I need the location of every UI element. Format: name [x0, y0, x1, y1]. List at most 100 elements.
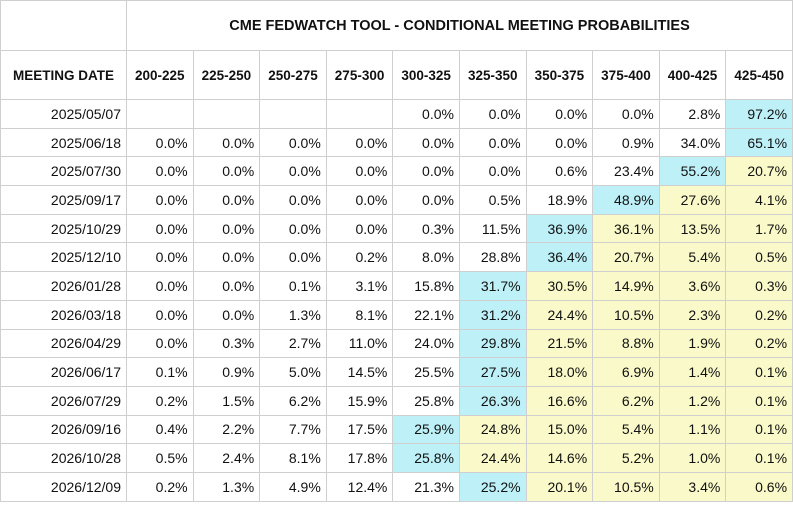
fedwatch-probability-table: CME FEDWATCH TOOL - CONDITIONAL MEETING … [0, 0, 793, 502]
max-probability-cell: 55.2% [658, 156, 727, 187]
probability-cell: 1.3% [259, 299, 327, 330]
probability-cell: 0.5% [126, 443, 194, 473]
probability-cell: 36.1% [592, 213, 660, 244]
probability-cell: 6.2% [592, 385, 660, 416]
probability-cell: 0.0% [126, 185, 194, 215]
probability-cell: 0.0% [525, 127, 594, 158]
probability-cell: 0.0% [192, 242, 261, 273]
probability-cell: 0.0% [126, 299, 194, 330]
probability-cell: 1.5% [192, 385, 261, 416]
table-row: 2026/07/29 0.2% 1.5% 6.2% 15.9% 25.8% 26.3% 16.… [0, 385, 793, 416]
probability-cell: 1.0% [658, 443, 727, 473]
probability-cell: 5.4% [592, 414, 660, 445]
max-probability-cell: 97.2% [725, 99, 793, 129]
probability-cell: 0.0% [458, 127, 527, 158]
probability-cell: 4.1% [725, 185, 793, 215]
max-probability-cell: 29.8% [458, 328, 527, 359]
probability-cell: 25.8% [392, 385, 460, 416]
probability-cell: 12.4% [325, 471, 394, 502]
probability-cell: 1.3% [192, 471, 261, 502]
max-probability-cell: 36.4% [525, 242, 594, 273]
probability-cell: 1.4% [658, 357, 727, 387]
probability-cell: 8.1% [325, 299, 394, 330]
probability-cell: 15.9% [325, 385, 394, 416]
probability-cell: 15.0% [525, 414, 594, 445]
probability-cell: 0.0% [392, 156, 460, 187]
probability-cell: 0.0% [192, 299, 261, 330]
probability-cell: 0.0% [126, 328, 194, 359]
probability-cell: 0.0% [458, 99, 527, 129]
probability-cell: 0.1% [259, 271, 327, 301]
table-row: 2026/04/29 0.0% 0.3% 2.7% 11.0% 24.0% 29.8% 21.… [0, 328, 793, 359]
probability-cell: 0.0% [325, 213, 394, 244]
meeting-date-cell: 2025/06/18 [0, 127, 127, 158]
meeting-date-cell: 2026/09/16 [0, 414, 127, 445]
meeting-date-cell: 2026/03/18 [0, 299, 127, 330]
probability-cell: 8.0% [392, 242, 460, 273]
probability-cell: 27.6% [658, 185, 727, 215]
probability-cell: 0.1% [725, 357, 793, 387]
probability-cell: 25.5% [392, 357, 460, 387]
meeting-date-cell: 2025/05/07 [0, 99, 127, 129]
probability-cell: 14.6% [525, 443, 594, 473]
probability-cell: 21.5% [525, 328, 594, 359]
probability-cell: 0.0% [192, 185, 261, 215]
table-row: 2025/09/17 0.0% 0.0% 0.0% 0.0% 0.0% 0.5% 18.9% 4… [0, 185, 793, 215]
probability-cell: 5.2% [592, 443, 660, 473]
probability-cell: 2.2% [192, 414, 261, 445]
meeting-date-cell: 2025/12/10 [0, 242, 127, 273]
probability-cell [259, 99, 327, 129]
rate-range-header: 425-450 [725, 50, 793, 100]
probability-cell: 2.3% [658, 299, 727, 330]
probability-cell: 0.0% [259, 127, 327, 158]
probability-cell: 0.0% [392, 99, 460, 129]
probability-cell: 2.8% [658, 99, 727, 129]
meeting-date-cell: 2025/10/29 [0, 213, 127, 244]
table-row: 2025/10/29 0.0% 0.0% 0.0% 0.0% 0.3% 11.5% 36.9%… [0, 213, 793, 244]
rate-range-header: 325-350 [458, 50, 527, 100]
probability-cell: 5.4% [658, 242, 727, 273]
probability-cell: 0.0% [325, 127, 394, 158]
probability-cell: 24.4% [458, 443, 527, 473]
table-row: 2025/05/07 0.0% 0.0% 0.0% 0.0% 2.8% 97.2% [0, 99, 793, 129]
probability-cell: 0.0% [126, 242, 194, 273]
table-row: 2026/09/16 0.4% 2.2% 7.7% 17.5% 25.9% 24.8% 15.… [0, 414, 793, 445]
probability-cell: 0.0% [259, 185, 327, 215]
probability-cell: 18.9% [525, 185, 594, 215]
probability-cell: 0.1% [725, 443, 793, 473]
probability-cell: 24.8% [458, 414, 527, 445]
rate-range-header: 300-325 [392, 50, 460, 100]
probability-cell: 20.7% [725, 156, 793, 187]
probability-cell: 21.3% [392, 471, 460, 502]
probability-cell: 0.0% [259, 156, 327, 187]
probability-cell: 10.5% [592, 471, 660, 502]
probability-cell: 0.2% [725, 328, 793, 359]
probability-cell: 0.2% [325, 242, 394, 273]
probability-cell: 17.5% [325, 414, 394, 445]
probability-cell: 7.7% [259, 414, 327, 445]
probability-cell: 11.0% [325, 328, 394, 359]
max-probability-cell: 31.2% [458, 299, 527, 330]
meeting-date-cell: 2025/09/17 [0, 185, 127, 215]
probability-cell: 0.9% [592, 127, 660, 158]
max-probability-cell: 36.9% [525, 213, 594, 244]
probability-cell: 0.0% [458, 156, 527, 187]
probability-cell: 11.5% [458, 213, 527, 244]
probability-cell: 6.9% [592, 357, 660, 387]
max-probability-cell: 26.3% [458, 385, 527, 416]
probability-cell: 2.7% [259, 328, 327, 359]
probability-cell: 15.8% [392, 271, 460, 301]
probability-cell: 0.9% [192, 357, 261, 387]
table-row: 2025/07/30 0.0% 0.0% 0.0% 0.0% 0.0% 0.0% 0.6% 23… [0, 156, 793, 187]
meeting-date-cell: 2025/07/30 [0, 156, 127, 187]
probability-cell: 0.3% [192, 328, 261, 359]
max-probability-cell: 25.8% [392, 443, 460, 473]
probability-cell: 24.4% [525, 299, 594, 330]
max-probability-cell: 31.7% [458, 271, 527, 301]
probability-cell: 30.5% [525, 271, 594, 301]
probability-cell: 0.0% [126, 271, 194, 301]
probability-cell: 0.2% [126, 471, 194, 502]
table-body: 2025/05/07 0.0% 0.0% 0.0% 0.0% 2.8% 97.2% 2025/… [0, 99, 793, 502]
probability-cell: 8.8% [592, 328, 660, 359]
probability-cell: 0.6% [725, 471, 793, 502]
